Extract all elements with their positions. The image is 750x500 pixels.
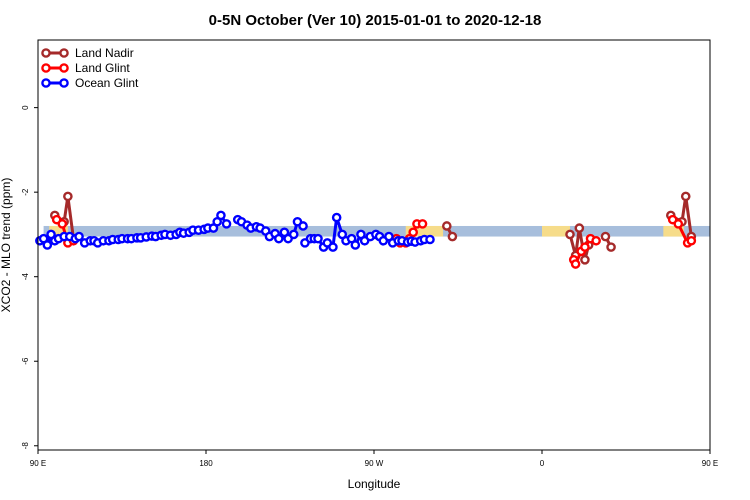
x-axis: 90 E 180 90 W 0 90 E	[30, 450, 718, 468]
band-3	[542, 225, 570, 237]
series-layer	[35, 191, 697, 269]
land-nadir-point	[680, 191, 691, 202]
legend-label: Ocean Glint	[75, 76, 139, 90]
legend-marker	[59, 48, 69, 58]
y-axis-label: XCO2 - MLO trend (ppm)	[0, 178, 13, 313]
legend-marker	[41, 78, 51, 88]
legend-label: Land Nadir	[75, 46, 134, 60]
land-glint-point	[408, 227, 419, 238]
ocean-glint-point	[273, 233, 284, 244]
y-tick-label: 0	[21, 105, 30, 110]
ocean-glint-point	[331, 212, 342, 223]
land-nadir-point	[574, 223, 585, 233]
land-glint-point	[570, 259, 581, 269]
land-glint-point	[417, 219, 428, 229]
y-tick-label: -6	[21, 357, 30, 365]
legend-marker	[41, 48, 51, 58]
x-tick-label: 90 W	[365, 459, 384, 468]
land-glint-point	[591, 235, 601, 246]
land-glint-point	[673, 219, 684, 229]
legend-marker	[41, 63, 51, 73]
legend-item-land-glint: Land Glint	[41, 61, 130, 75]
x-tick-label: 90 E	[30, 459, 46, 468]
x-tick-label: 180	[199, 459, 213, 468]
legend-item-ocean-glint: Ocean Glint	[41, 76, 139, 90]
ocean-glint-point	[328, 242, 338, 252]
legend-label: Land Glint	[75, 61, 130, 75]
legend-marker	[59, 78, 69, 88]
y-tick-label: -4	[21, 273, 30, 281]
band-2	[405, 225, 444, 237]
legend-item-land-nadir: Land Nadir	[41, 46, 134, 60]
land-nadir-point	[606, 242, 616, 252]
ocean-glint-point	[313, 233, 323, 244]
ocean-glint-point	[74, 231, 84, 242]
ocean-glint-point	[425, 234, 435, 245]
band-4	[663, 225, 684, 237]
x-tick-label: 90 E	[702, 459, 718, 468]
land-nadir-point	[447, 231, 458, 242]
series-land-glint	[51, 214, 697, 269]
y-tick-label: -8	[21, 442, 30, 450]
x-axis-label: Longitude	[348, 477, 401, 491]
chart-title: 0-5N October (Ver 10) 2015-01-01 to 2020…	[209, 12, 542, 29]
ocean-glint-point	[288, 229, 299, 240]
land-nadir-point	[580, 254, 590, 265]
x-tick-label: 0	[540, 459, 545, 468]
ocean-glint-point	[221, 219, 232, 229]
land-glint-point	[580, 242, 590, 252]
ocean-glint-point	[42, 240, 53, 250]
land-nadir-point	[63, 191, 73, 202]
land-glint-point	[57, 219, 68, 229]
band-1	[49, 225, 68, 237]
land-nadir-point	[441, 221, 452, 231]
y-axis: 0 -2 -4 -6 -8	[21, 105, 38, 449]
land-glint-point	[686, 235, 697, 246]
land-nadir-point	[600, 231, 611, 242]
ocean-glint-point	[350, 240, 361, 250]
land-nadir-point	[565, 229, 575, 240]
series-ocean-glint	[35, 210, 435, 252]
legend-marker	[59, 63, 69, 73]
ocean-glint-point	[216, 210, 226, 221]
ocean-glint-point	[298, 221, 308, 231]
y-tick-label: -2	[21, 188, 30, 196]
